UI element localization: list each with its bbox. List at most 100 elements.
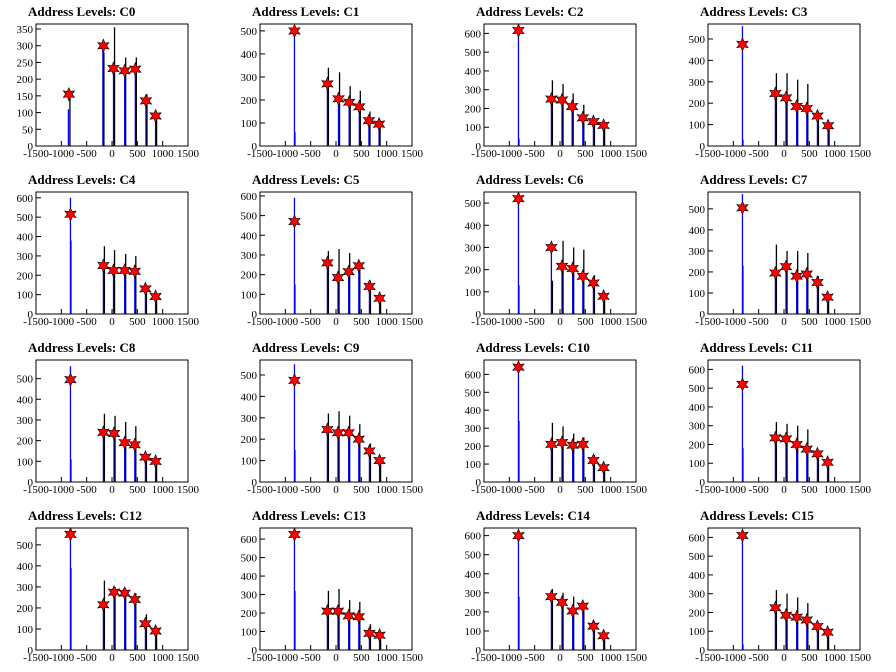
peak-marker [576,437,590,452]
x-tick-label: 1500 [401,484,424,496]
x-tick-label: 0 [781,148,787,160]
histogram-plot: 0 50 100 150 200 250 300 350 -1500 -1000 -500 0 500 1… [17,23,200,160]
y-tick-label: 0 [252,477,258,489]
y-tick-label: 600 [465,531,482,543]
y-tick-label: 50 [22,124,34,136]
x-tick-label: 1000 [376,148,399,160]
peak-marker [321,603,334,619]
x-tick-label: -500 [301,316,322,328]
y-tick-label: 600 [689,532,706,544]
y-tick-label: 0 [28,645,34,657]
histogram-panel: 0 50 100 150 200 250 300 350 -1500 -1000 -500 0 500 1… [0,0,224,168]
y-tick-label: 0 [700,141,706,153]
x-tick-label: -1000 [48,652,74,664]
x-tick-label: 1000 [600,484,623,496]
peak-marker [107,426,121,441]
x-tick-label: 0 [109,484,115,496]
peak-marker [363,279,376,294]
x-tick-label: 0 [109,652,115,664]
y-tick-label: 200 [689,98,706,110]
y-tick-label: 300 [241,250,258,262]
peak-marker [769,86,782,101]
histogram-plot: 0 100 200 300 400 500 -1500 -1000 -500 0 500 1000 15… [689,191,872,328]
y-tick-label: 100 [241,289,258,301]
x-tick-label: 500 [577,652,594,664]
chart-title: Address Levels: C0 [28,4,136,19]
y-tick-label: 300 [689,77,706,89]
plot-frame [35,527,189,651]
histogram-plot: 0 100 200 300 400 500 -1500 -1000 -500 0 500 1000 15… [241,23,424,160]
y-tick-label: 500 [465,47,482,59]
y-tick-label: 400 [465,220,482,232]
y-tick-label: 100 [689,626,706,638]
x-tick-label: 1000 [600,148,623,160]
peak-marker [811,446,824,462]
x-tick-label: 1500 [849,148,872,160]
x-tick-label: 1500 [625,148,648,160]
x-tick-label: -1500 [471,148,497,160]
y-tick-label: 200 [17,74,34,86]
peak-marker [566,261,579,276]
y-tick-label: 100 [17,624,34,636]
x-tick-label: 0 [557,484,563,496]
peak-marker [811,275,824,290]
peak-marker [790,268,803,284]
plot-frame [707,191,861,315]
y-tick-label: 300 [241,590,258,602]
y-tick-label: 0 [700,477,706,489]
peak-marker [736,528,749,543]
y-tick-label: 100 [465,122,482,134]
plot-frame [483,527,637,651]
x-tick-label: 500 [353,148,370,160]
y-tick-label: 0 [476,141,482,153]
histogram-panel: 0 100 200 300 400 500 -1500 -1000 -500 0 500 1000 15… [0,504,224,672]
peak-marker [597,628,610,643]
x-tick-label: 1500 [177,316,200,328]
histogram-plot: 0 100 200 300 400 500 -1500 -1000 -500 0 500 1000 15… [17,359,200,496]
y-tick-label: 600 [465,28,482,40]
x-tick-label: -500 [77,484,98,496]
peak-marker [545,437,558,452]
histogram-panel: 0 100 200 300 400 500 600 -1500 -1000 -500 0 500 100… [224,504,448,672]
peak-marker [512,359,525,375]
x-tick-label: 500 [801,316,818,328]
plot-frame [707,359,861,483]
y-tick-label: 500 [689,383,706,395]
peak-marker [821,624,834,640]
x-tick-label: 1000 [152,316,175,328]
x-tick-label: 500 [801,484,818,496]
peak-marker [790,609,803,625]
y-tick-label: 300 [17,41,34,53]
y-tick-label: 500 [465,387,482,399]
histogram-plot: 0 100 200 300 400 500 600 -1500 -1000 -500 0 500 100… [17,191,200,328]
histogram-panel: 0 100 200 300 400 500 -1500 -1000 -500 0 500 1000 15… [224,336,448,504]
x-tick-label: 0 [781,316,787,328]
x-tick-label: 1000 [824,652,847,664]
chart-title: Address Levels: C15 [700,508,814,523]
y-tick-label: 300 [17,251,34,263]
y-tick-label: 200 [465,441,482,453]
y-tick-label: 350 [17,24,34,36]
histogram-panel: 0 100 200 300 400 500 -1500 -1000 -500 0 500 1000 15… [224,0,448,168]
peak-marker [779,608,793,623]
peak-marker [107,263,120,278]
y-tick-label: 300 [689,246,706,258]
x-tick-label: -1000 [272,148,298,160]
histogram-panel: 0 100 200 300 400 500 -1500 -1000 -500 0 500 1000 15… [0,336,224,504]
chart-title: Address Levels: C12 [28,508,142,523]
y-tick-label: 400 [689,55,706,67]
peak-marker [97,425,110,440]
peak-marker [811,619,824,634]
chart-title: Address Levels: C13 [252,508,366,523]
peak-marker [512,23,525,38]
peak-marker [149,108,162,124]
histogram-plot: 0 100 200 300 400 500 -1500 -1000 -500 0 500 1000 15… [17,527,200,664]
y-tick-label: 300 [689,421,706,433]
peak-marker [587,453,600,468]
x-tick-label: 0 [781,484,787,496]
peak-marker [64,527,77,542]
x-tick-label: 1500 [849,316,872,328]
y-tick-label: 200 [689,267,706,279]
x-tick-label: -1500 [23,316,49,328]
x-tick-label: -500 [301,148,322,160]
